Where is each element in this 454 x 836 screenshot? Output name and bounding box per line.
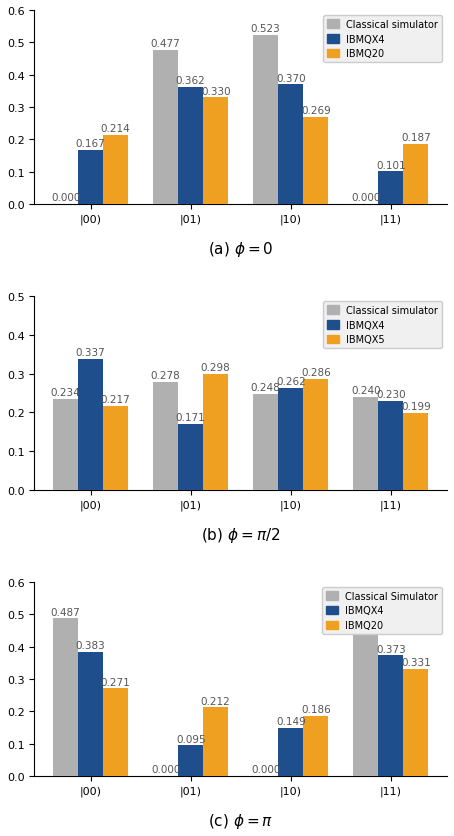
Text: 0.000: 0.000 xyxy=(151,764,180,774)
Bar xyxy=(378,655,403,776)
Text: 0.167: 0.167 xyxy=(76,140,106,149)
Bar xyxy=(178,88,203,205)
Bar xyxy=(103,135,128,205)
Text: 0.171: 0.171 xyxy=(176,412,206,422)
Bar xyxy=(378,172,403,205)
Text: 0.230: 0.230 xyxy=(376,390,405,400)
Legend: Classical simulator, IBMQX4, IBMQ20: Classical simulator, IBMQX4, IBMQ20 xyxy=(323,16,442,64)
Bar xyxy=(203,98,228,205)
Text: 0.286: 0.286 xyxy=(301,368,331,378)
Text: 0.370: 0.370 xyxy=(276,74,306,84)
Text: 0.186: 0.186 xyxy=(301,704,331,714)
Text: (b) $\phi = \pi/2$: (b) $\phi = \pi/2$ xyxy=(201,525,280,544)
Bar xyxy=(178,746,203,776)
Text: 0.262: 0.262 xyxy=(276,377,306,387)
Bar xyxy=(78,652,103,776)
Text: 0.000: 0.000 xyxy=(51,193,80,203)
Bar xyxy=(78,359,103,491)
Bar xyxy=(303,118,328,205)
Text: 0.373: 0.373 xyxy=(376,644,406,654)
Bar xyxy=(53,619,78,776)
Bar xyxy=(278,85,303,205)
Bar xyxy=(153,383,178,491)
Text: 0.000: 0.000 xyxy=(251,764,281,774)
Text: 0.271: 0.271 xyxy=(101,677,131,687)
Text: 0.240: 0.240 xyxy=(351,385,380,395)
Bar xyxy=(203,375,228,491)
Bar xyxy=(103,688,128,776)
Text: 0.383: 0.383 xyxy=(76,640,106,650)
Text: 0.234: 0.234 xyxy=(51,388,80,398)
Text: 0.149: 0.149 xyxy=(276,716,306,726)
Text: 0.362: 0.362 xyxy=(176,76,206,86)
Bar xyxy=(53,400,78,491)
Bar xyxy=(403,413,428,491)
Bar xyxy=(403,669,428,776)
Text: 0.199: 0.199 xyxy=(401,401,431,411)
Bar xyxy=(353,397,378,491)
Bar xyxy=(153,51,178,205)
Text: 0.330: 0.330 xyxy=(201,87,231,96)
Bar xyxy=(278,389,303,491)
Text: 0.217: 0.217 xyxy=(101,395,131,405)
Bar xyxy=(103,406,128,491)
Text: (a) $\phi = 0$: (a) $\phi = 0$ xyxy=(208,240,273,258)
Text: 0.095: 0.095 xyxy=(176,734,206,744)
Text: 0.513: 0.513 xyxy=(351,599,380,609)
Bar xyxy=(178,424,203,491)
Bar xyxy=(353,610,378,776)
Text: 0.214: 0.214 xyxy=(101,124,131,134)
Bar xyxy=(253,395,278,491)
Bar xyxy=(203,707,228,776)
Text: 0.278: 0.278 xyxy=(151,370,181,380)
Text: 0.477: 0.477 xyxy=(151,39,181,49)
Bar xyxy=(303,716,328,776)
Bar xyxy=(78,150,103,205)
Text: 0.331: 0.331 xyxy=(401,657,431,667)
Text: 0.269: 0.269 xyxy=(301,106,331,116)
Text: (c) $\phi = \pi$: (c) $\phi = \pi$ xyxy=(208,811,273,830)
Bar xyxy=(278,728,303,776)
Text: 0.000: 0.000 xyxy=(351,193,380,203)
Text: 0.523: 0.523 xyxy=(251,24,281,34)
Text: 0.101: 0.101 xyxy=(376,161,405,171)
Bar xyxy=(253,36,278,205)
Text: 0.187: 0.187 xyxy=(401,133,431,143)
Legend: Classical Simulator, IBMQX4, IBMQ20: Classical Simulator, IBMQX4, IBMQ20 xyxy=(322,587,442,635)
Legend: Classical simulator, IBMQX4, IBMQX5: Classical simulator, IBMQX4, IBMQX5 xyxy=(323,302,442,349)
Text: 0.212: 0.212 xyxy=(201,696,231,706)
Bar xyxy=(403,145,428,205)
Text: 0.487: 0.487 xyxy=(51,607,80,617)
Text: 0.337: 0.337 xyxy=(76,348,106,358)
Bar xyxy=(378,401,403,491)
Text: 0.248: 0.248 xyxy=(251,382,281,392)
Bar xyxy=(303,380,328,491)
Text: 0.298: 0.298 xyxy=(201,363,231,373)
